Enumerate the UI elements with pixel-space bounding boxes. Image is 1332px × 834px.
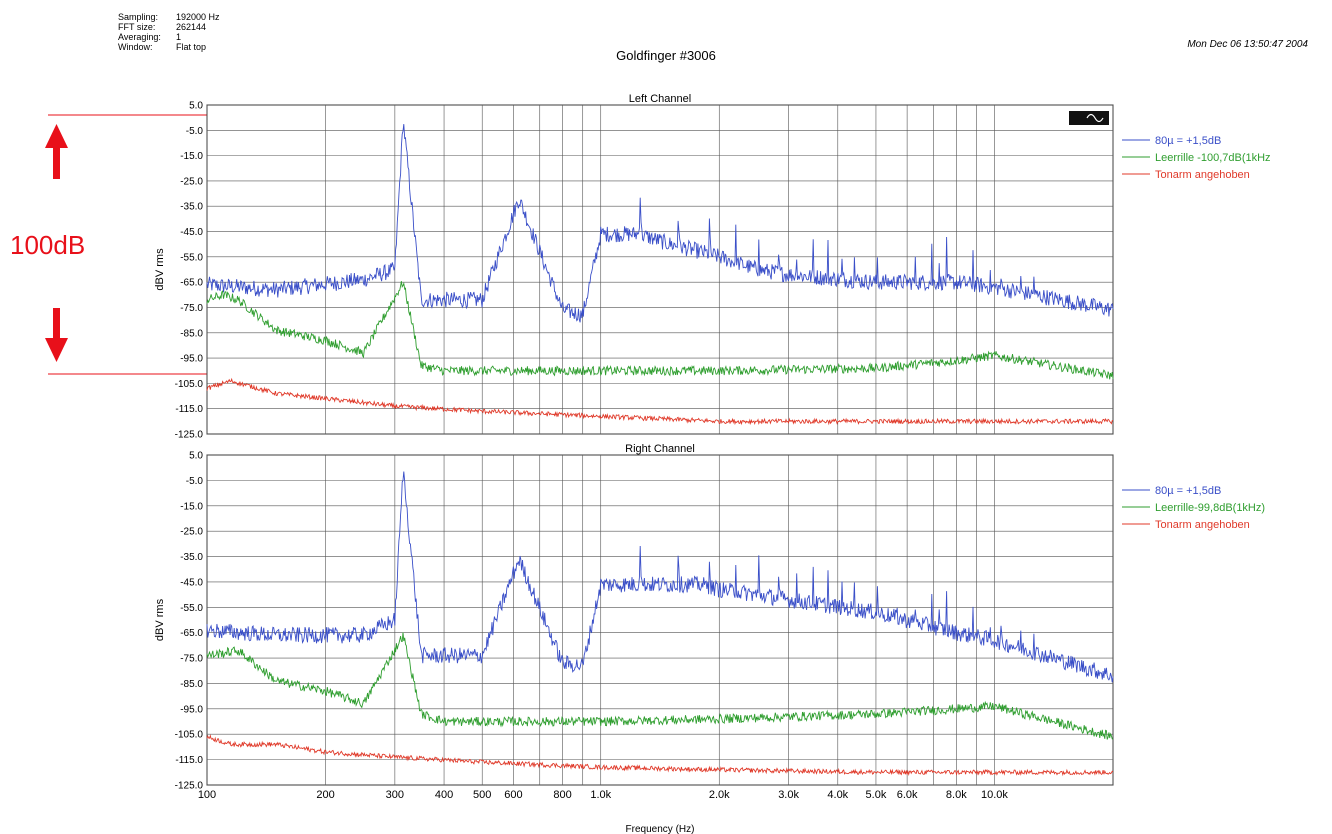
left-channel-panel: 5.0 -5.0 -15.0 -25.0 -35.0 -45.0 -55.0 -65.0 -75… — [154, 93, 1271, 441]
y-tick-label: -95.0 — [180, 704, 203, 715]
y-tick-label: 5.0 — [189, 101, 203, 112]
y-tick-label: -5.0 — [186, 476, 204, 487]
sine-wave-icon — [1086, 113, 1104, 123]
x-tick-label: 1.0k — [590, 789, 611, 801]
y-tick-label: -35.0 — [180, 552, 203, 563]
chart-title: Right Channel — [625, 443, 695, 455]
arrow-up-icon — [45, 124, 68, 148]
legend-label: Leerrille -100,7dB(1kHz — [1155, 152, 1271, 164]
y-tick-label: -75.0 — [180, 303, 203, 314]
arrow-down-shaft — [53, 308, 60, 342]
meta-key: Sampling: — [118, 12, 159, 22]
arrow-up-shaft — [53, 145, 60, 179]
x-tick-label: 2.0k — [709, 789, 730, 801]
right-channel-panel: 5.0 -5.0 -15.0 -25.0 -35.0 -45.0 -55.0 -65.0 -75… — [154, 443, 1265, 834]
x-tick-label: 3.0k — [778, 789, 799, 801]
x-tick-label: 5.0k — [866, 789, 887, 801]
x-tick-label: 300 — [386, 789, 404, 801]
range-annotation-label: 100dB — [10, 230, 86, 260]
y-tick-label: -25.0 — [180, 527, 203, 538]
meta-row-fft-size: FFT size: 262144 — [118, 22, 220, 32]
y-tick-label: -75.0 — [180, 654, 203, 665]
series-line — [206, 471, 1114, 683]
meta-key: Window: — [118, 42, 153, 52]
series-line — [206, 281, 1114, 380]
arrow-down-icon — [45, 338, 68, 362]
meta-value: Flat top — [176, 42, 207, 52]
x-tick-label: 6.0k — [897, 789, 918, 801]
x-tick-label: 200 — [316, 789, 334, 801]
meta-row-window: Window: Flat top — [118, 42, 220, 52]
y-axis-label: dBV rms — [154, 248, 166, 291]
meta-value: 262144 — [176, 22, 207, 32]
y-tick-label: -5.0 — [186, 126, 204, 137]
y-tick-label: -125.0 — [175, 781, 204, 792]
y-tick-label: -85.0 — [180, 679, 203, 690]
series-line — [206, 734, 1114, 777]
meta-key: Averaging: — [118, 32, 161, 42]
series-line — [206, 124, 1114, 323]
y-tick-label: -125.0 — [175, 430, 204, 441]
y-tick-label: -55.0 — [180, 252, 203, 263]
x-tick-label: 8.0k — [946, 789, 967, 801]
y-tick-label: -55.0 — [180, 603, 203, 614]
plot-frame — [206, 104, 1114, 435]
y-tick-label: -85.0 — [180, 328, 203, 339]
meta-row-sampling: Sampling: 192000 Hz — [118, 12, 220, 22]
y-tick-label: -105.0 — [175, 730, 204, 741]
y-tick-label: -15.0 — [180, 151, 203, 162]
plot-frame — [206, 454, 1114, 786]
x-axis-label: Frequency (Hz) — [626, 824, 695, 834]
y-tick-label: -25.0 — [180, 176, 203, 187]
meta-value: 192000 Hz — [176, 12, 220, 22]
page-title: Goldfinger #3006 — [616, 48, 716, 63]
y-tick-label: 5.0 — [189, 451, 203, 462]
x-tick-label: 4.0k — [827, 789, 848, 801]
y-tick-label: -15.0 — [180, 501, 203, 512]
legend-label: 80µ = +1,5dB — [1155, 485, 1221, 497]
meta-value: 1 — [176, 32, 182, 42]
x-tick-label: 600 — [504, 789, 522, 801]
legend-label: Tonarm angehoben — [1155, 519, 1250, 531]
y-tick-label: -45.0 — [180, 227, 203, 238]
y-tick-label: -95.0 — [180, 354, 203, 365]
legend-label: 80µ = +1,5dB — [1155, 135, 1221, 147]
y-axis-label: dBV rms — [154, 598, 166, 641]
measurement-meta: Sampling: 192000 Hz FFT size: 262144 Ave… — [118, 12, 220, 52]
x-tick-label: 500 — [473, 789, 491, 801]
y-tick-label: -65.0 — [180, 628, 203, 639]
chart-title: Left Channel — [629, 93, 691, 105]
y-tick-label: -35.0 — [180, 202, 203, 213]
x-tick-label: 800 — [553, 789, 571, 801]
y-tick-label: -115.0 — [175, 404, 203, 415]
series-line — [206, 632, 1114, 740]
y-tick-label: -105.0 — [175, 379, 204, 390]
legend-label: Leerrille-99,8dB(1kHz) — [1155, 502, 1265, 514]
y-tick-label: -65.0 — [180, 278, 203, 289]
meta-key: FFT size: — [118, 22, 156, 32]
y-tick-label: -45.0 — [180, 577, 203, 588]
timestamp: Mon Dec 06 13:50:47 2004 — [1187, 39, 1308, 50]
meta-row-averaging: Averaging: 1 — [118, 32, 220, 42]
x-tick-label: 10.0k — [981, 789, 1008, 801]
series-line — [206, 377, 1114, 426]
legend-label: Tonarm angehoben — [1155, 169, 1250, 181]
x-tick-label: 100 — [198, 789, 216, 801]
y-tick-label: -115.0 — [175, 755, 203, 766]
x-tick-label: 400 — [435, 789, 453, 801]
